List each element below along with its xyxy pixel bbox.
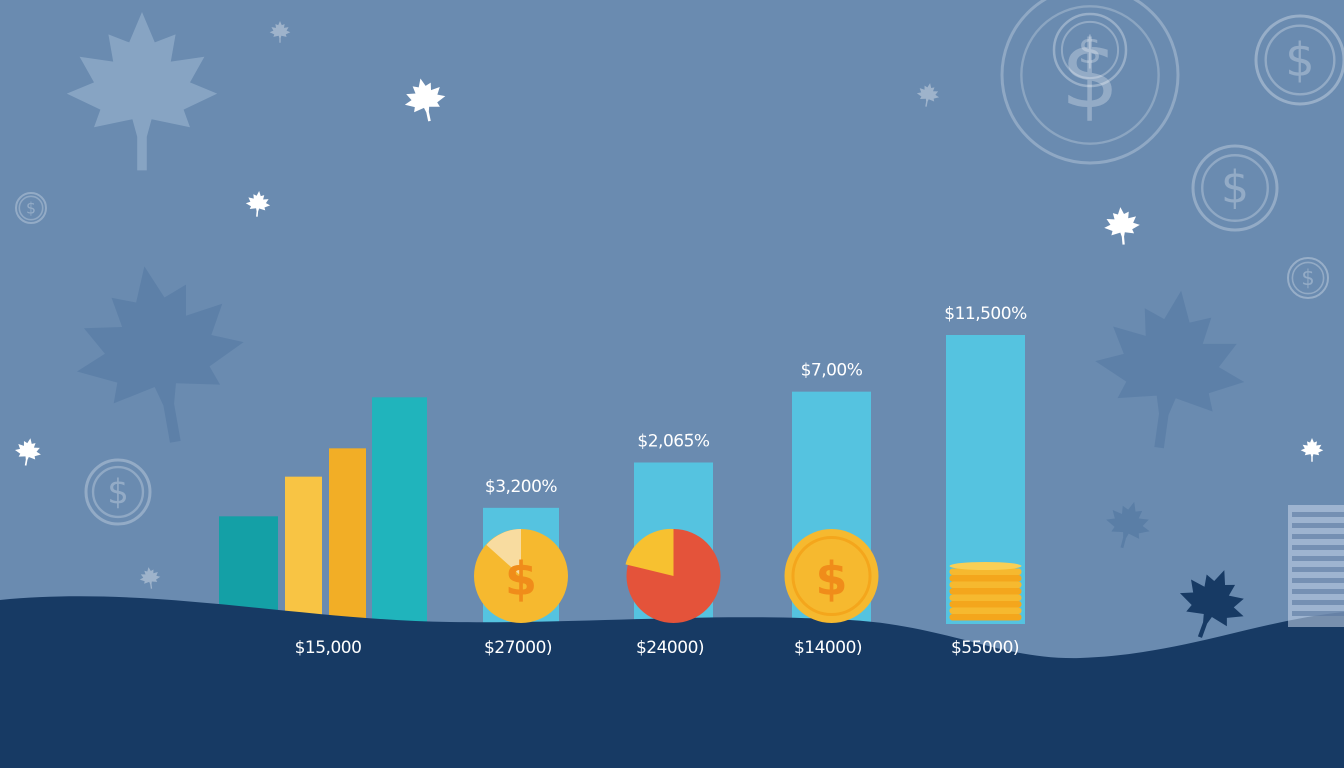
maple-leaf-icon bbox=[1300, 438, 1324, 462]
dollar-coin-icon: $ bbox=[1052, 12, 1128, 88]
dollar-sign-icon: $ bbox=[26, 199, 36, 218]
dollar-coin-icon: $ bbox=[1000, 0, 1180, 165]
maple-leaf-icon bbox=[1095, 290, 1245, 449]
dollar-coin-icon: $ bbox=[1287, 257, 1329, 299]
dollar-sign-icon: $ bbox=[107, 473, 128, 512]
foreground-decorations: $ $ bbox=[474, 505, 1344, 638]
bar-group-1-4 bbox=[372, 397, 427, 624]
dollar-sign-icon: $ bbox=[505, 552, 537, 606]
maple-leaf-icon bbox=[1106, 501, 1150, 549]
dollar-coin-icon: $ bbox=[1191, 144, 1279, 232]
building-icon bbox=[1288, 505, 1344, 627]
dollar-sign-icon: $ bbox=[1078, 28, 1102, 72]
maple-leaf-icon bbox=[76, 266, 244, 443]
maple-leaf-icon bbox=[139, 567, 161, 589]
coin-pie-marker: $ bbox=[474, 529, 568, 623]
top-label-group-5: $11,500% bbox=[944, 304, 1027, 324]
maple-leaf-icon bbox=[1104, 207, 1140, 245]
maple-leaf-icon bbox=[916, 83, 940, 107]
top-label-group-3: $2,065̄% bbox=[637, 432, 709, 452]
bar-group-1-2 bbox=[285, 476, 322, 624]
dollar-sign-icon: $ bbox=[1285, 33, 1314, 87]
ground-wave bbox=[0, 596, 1344, 768]
maple-leaf-icon bbox=[245, 191, 271, 217]
maple-leaf-icon bbox=[14, 438, 41, 466]
maple-leaf-icon bbox=[1179, 570, 1244, 638]
background-decorations: $$ $$$$$ bbox=[14, 0, 1344, 589]
coin-stack-icon bbox=[949, 562, 1022, 621]
pie-slice-gold bbox=[625, 528, 674, 576]
pie-marker bbox=[625, 528, 721, 623]
dollar-sign-icon: $ bbox=[1221, 163, 1249, 214]
bottom-label-group-5: $55000) bbox=[951, 638, 1019, 658]
bottom-label-group-1: $15,000 bbox=[295, 638, 362, 658]
bar-group-1-3 bbox=[329, 448, 366, 624]
maple-leaf-icon bbox=[404, 78, 446, 122]
dollar-coin-icon: $ bbox=[784, 529, 879, 623]
labels-layer: $15,000 $27000) $3,200% $24000) $2,065̄% $140… bbox=[295, 304, 1028, 658]
dollar-coin-icon: $ bbox=[84, 458, 152, 526]
dollar-coin-icon: $ bbox=[1254, 14, 1344, 106]
dollar-sign-icon: $ bbox=[1061, 21, 1120, 129]
top-label-group-2: $3,200% bbox=[485, 477, 557, 497]
bars-layer bbox=[219, 335, 1025, 624]
bottom-label-group-2: $27000) bbox=[484, 638, 552, 658]
dollar-sign-icon: $ bbox=[815, 552, 847, 606]
maple-leaf-icon bbox=[66, 12, 218, 171]
bottom-label-group-4: $14000) bbox=[794, 638, 862, 658]
dollar-sign-icon: $ bbox=[1301, 266, 1314, 290]
top-label-group-4: $7,00% bbox=[801, 361, 863, 381]
dollar-coin-icon: $ bbox=[15, 192, 47, 224]
bottom-label-group-3: $24000) bbox=[636, 638, 704, 658]
pie-slice bbox=[486, 529, 521, 576]
maple-leaf-icon bbox=[269, 21, 291, 43]
